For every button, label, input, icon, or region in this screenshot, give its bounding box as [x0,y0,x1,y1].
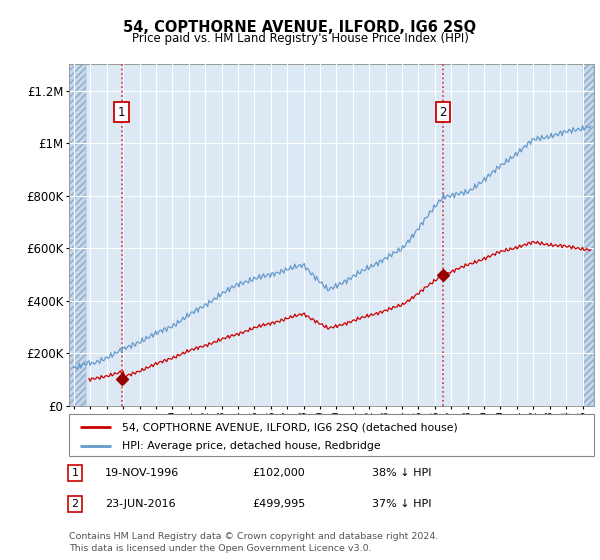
Text: £102,000: £102,000 [252,468,305,478]
Text: 54, COPTHORNE AVENUE, ILFORD, IG6 2SQ: 54, COPTHORNE AVENUE, ILFORD, IG6 2SQ [124,20,476,35]
Bar [69,64,86,406]
Text: 2: 2 [439,106,447,119]
FancyBboxPatch shape [69,414,594,456]
Text: 1: 1 [71,468,79,478]
Text: 2: 2 [71,499,79,509]
Text: 23-JUN-2016: 23-JUN-2016 [105,499,176,509]
Text: 38% ↓ HPI: 38% ↓ HPI [372,468,431,478]
Text: £499,995: £499,995 [252,499,305,509]
Text: HPI: Average price, detached house, Redbridge: HPI: Average price, detached house, Redb… [121,441,380,451]
Bar [583,64,594,406]
Text: Price paid vs. HM Land Registry's House Price Index (HPI): Price paid vs. HM Land Registry's House … [131,32,469,45]
Text: Contains HM Land Registry data © Crown copyright and database right 2024.
This d: Contains HM Land Registry data © Crown c… [69,533,439,553]
Text: 37% ↓ HPI: 37% ↓ HPI [372,499,431,509]
Text: 19-NOV-1996: 19-NOV-1996 [105,468,179,478]
Text: 54, COPTHORNE AVENUE, ILFORD, IG6 2SQ (detached house): 54, COPTHORNE AVENUE, ILFORD, IG6 2SQ (d… [121,422,457,432]
Text: 1: 1 [118,106,125,119]
